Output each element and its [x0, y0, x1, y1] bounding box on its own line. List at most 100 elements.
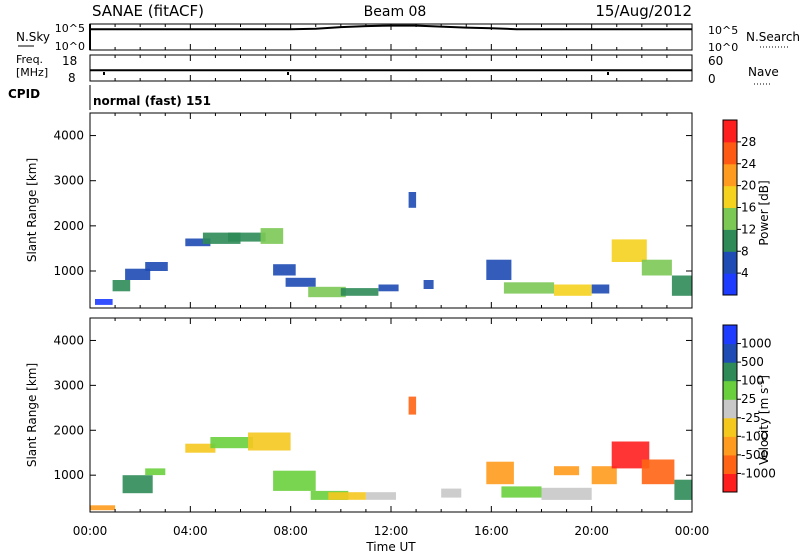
- time-ticks: [89, 24, 693, 512]
- colorbar-tick-label: -500: [741, 448, 768, 462]
- scatter-patch: [486, 461, 514, 485]
- cpid-panel: CPID normal (fast) 151: [8, 85, 211, 110]
- colorbar-tick-label: 24: [741, 157, 756, 171]
- colorbar-segment: [723, 399, 737, 419]
- colorbar-segment: [723, 141, 737, 165]
- scatter-patch: [260, 228, 284, 244]
- scatter-patch: [185, 443, 216, 453]
- colorbar-tick-label: 16: [741, 201, 756, 215]
- colorbar-tick-label: 4: [741, 266, 749, 280]
- nave-dot: [287, 72, 289, 75]
- scatter-patch: [441, 488, 462, 498]
- colorbar-segment: [723, 417, 737, 437]
- scatter-patch: [285, 277, 316, 287]
- scatter-patch: [248, 432, 291, 451]
- nave-right-tick-top: 60: [708, 54, 723, 68]
- colorbar-segment: [723, 436, 737, 456]
- velocity-yticks: 1000 2000 3000 4000: [53, 333, 692, 482]
- x-axis-title: Time UT: [365, 540, 416, 554]
- colorbar-tick-label: -25: [741, 411, 761, 425]
- range-tick-label: 4000: [53, 333, 84, 347]
- scatter-patch: [591, 284, 610, 294]
- colorbar-tick-label: 1000: [741, 337, 772, 351]
- scatter-patch: [554, 466, 580, 476]
- scatter-patch: [591, 466, 617, 485]
- scatter-patch: [503, 282, 555, 294]
- power-yticks: 1000 2000 3000 4000: [53, 129, 692, 278]
- scatter-patch: [674, 479, 692, 500]
- scatter-patch: [541, 487, 592, 500]
- colorbar-tick-label: 500: [741, 355, 764, 369]
- scatter-patch: [90, 505, 116, 511]
- colorbar-segment: [723, 325, 737, 345]
- scatter-patch: [365, 492, 396, 500]
- power-colorbar: 4 8 12 16 20 24 28: [722, 119, 756, 296]
- colorbar-segment: [723, 185, 737, 208]
- freq-panel: Freq. [MHz] 18 8 60 0 Nave: [16, 53, 779, 86]
- scatter-patch: [340, 288, 379, 296]
- scatter-patch: [145, 468, 166, 476]
- colorbar-tick-label: 28: [741, 135, 756, 149]
- range-tick-label: 3000: [53, 174, 84, 188]
- beam-title: Beam 08: [364, 4, 427, 20]
- velocity-colorbar-label-sup: -1: [757, 380, 766, 388]
- scatter-patch: [122, 475, 153, 494]
- velocity-colorbar-label: Velocity [m s-1]: [757, 375, 772, 465]
- freq-left-tick-top: 18: [62, 54, 77, 68]
- noise-right-tick-top: 10^5: [708, 24, 738, 37]
- scatter-patch: [378, 284, 399, 292]
- velocity-colorbar-label-end: ]: [757, 375, 771, 380]
- scatter-patch: [95, 299, 113, 305]
- scatter-patch: [273, 470, 316, 491]
- range-tick-label: 2000: [53, 219, 84, 233]
- noise-right-tick-bottom: 10^0: [708, 41, 738, 54]
- velocity-ylabel: Slant Range [km]: [25, 363, 39, 467]
- scatter-patch: [611, 239, 647, 262]
- scatter-patch: [554, 284, 592, 296]
- colorbar-tick-label: 25: [741, 392, 756, 406]
- nave-label: Nave: [748, 65, 779, 79]
- colorbar-tick-label: -100: [741, 429, 768, 443]
- colorbar-segment: [723, 251, 737, 274]
- scatter-patch: [641, 259, 672, 276]
- scatter-patch: [671, 275, 692, 296]
- colorbar-frame: [722, 324, 738, 493]
- scatter-patch: [308, 286, 346, 298]
- colorbar-segment: [723, 163, 737, 187]
- scatter-patch: [210, 437, 253, 449]
- station-title: SANAE (fitACF): [92, 2, 204, 20]
- velocity-colorbar-label-text: Velocity [m s: [757, 388, 771, 465]
- nave-dot: [607, 72, 609, 75]
- colorbar-tick-label: 100: [741, 374, 764, 388]
- scatter-patch: [408, 192, 417, 208]
- colorbar-segment: [723, 207, 737, 230]
- colorbar-segment: [723, 229, 737, 252]
- scatter-patch: [125, 268, 151, 280]
- colorbar-segment: [723, 454, 737, 474]
- colorbar-segment: [723, 273, 737, 296]
- nsearch-label: N.Search: [746, 30, 800, 44]
- scatter-patch: [112, 280, 131, 292]
- colorbar-tick-label: 8: [741, 244, 749, 258]
- time-tick-label: 12:00: [374, 524, 409, 538]
- colorbar-tick-label: 12: [741, 222, 756, 236]
- nsky-label: N.Sky: [16, 30, 50, 44]
- scatter-patch: [328, 492, 366, 500]
- time-tick-label: 08:00: [273, 524, 308, 538]
- time-tick-label: 00:00: [73, 524, 108, 538]
- velocity-colorbar: -1000 -500 -100 -25 25 100 500 1000: [722, 324, 776, 493]
- range-tick-label: 2000: [53, 423, 84, 437]
- colorbar-segment: [723, 473, 737, 493]
- cpid-label: CPID: [8, 87, 40, 101]
- colorbar-tick-label: -1000: [741, 466, 776, 480]
- range-tick-label: 1000: [53, 468, 84, 482]
- power-ylabel: Slant Range [km]: [25, 158, 39, 262]
- cpid-program: normal (fast) 151: [93, 94, 211, 108]
- noise-panel: N.Sky 10^5 10^0 10^5 10^0 N.Search: [16, 22, 800, 54]
- power-panel-frame: [89, 112, 693, 309]
- time-tick-label: 00:00: [675, 524, 710, 538]
- power-patches: [95, 192, 692, 305]
- scatter-patch: [145, 262, 168, 271]
- freq-left-tick-bottom: 8: [68, 71, 76, 85]
